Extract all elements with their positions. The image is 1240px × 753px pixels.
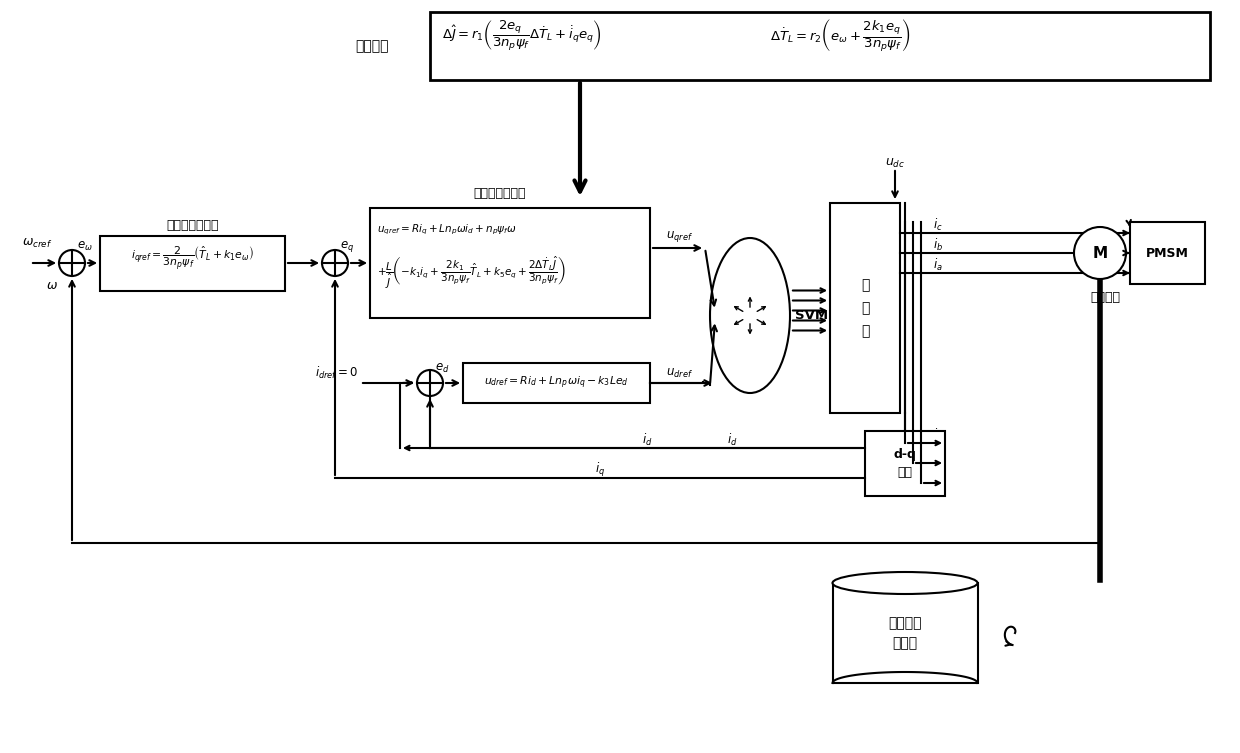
Text: 自适应律: 自适应律 [355,39,389,53]
Text: M: M [1092,245,1107,261]
Text: PMSM: PMSM [1146,246,1189,260]
Text: $i_c$: $i_c$ [932,217,942,233]
Bar [100,236,285,291]
Text: +: + [420,373,432,386]
Text: $e_d$: $e_d$ [435,361,450,374]
Text: SVM: SVM [795,309,828,322]
Bar [1130,222,1205,284]
Text: 机械弹性
储能箱: 机械弹性 储能箱 [888,616,921,650]
Text: +: + [326,252,336,266]
Text: $i_c$: $i_c$ [932,427,942,443]
Text: $i_a$: $i_a$ [932,467,942,483]
Text: 逆
变
器: 逆 变 器 [861,278,869,338]
Text: $\omega$: $\omega$ [46,279,58,291]
Text: $\Delta\dot{T}_L=r_2\left(e_\omega+\dfrac{2k_1e_q}{3n_p\psi_f}\right)$: $\Delta\dot{T}_L=r_2\left(e_\omega+\dfra… [770,17,910,54]
Bar [430,12,1210,80]
Text: $e_q$: $e_q$ [340,239,355,254]
Text: 转速检测: 转速检测 [1090,291,1120,303]
Text: $e_\omega$: $e_\omega$ [77,239,93,252]
Text: +: + [63,252,73,266]
Bar [463,363,650,403]
Text: $u_{dref}$: $u_{dref}$ [666,367,693,380]
Text: $\Delta\hat{J}=r_1\left(\dfrac{2e_q}{3n_p\psi_f}\Delta\dot{T}_L+\dot{i}_qe_q\rig: $\Delta\hat{J}=r_1\left(\dfrac{2e_q}{3n_… [441,19,601,53]
Text: $i_b$: $i_b$ [932,447,944,463]
Text: $+\dfrac{L}{\hat{J}}\left(-k_1i_q+\dfrac{2k_1}{3n_p\psi_f}\hat{T}_L+k_5e_q+\dfra: $+\dfrac{L}{\hat{J}}\left(-k_1i_q+\dfrac… [377,255,565,291]
Circle shape [60,250,86,276]
Text: d-q
变换: d-q 变换 [894,447,916,478]
Text: $i_d$: $i_d$ [642,432,652,448]
Bar [370,208,650,318]
Text: $i_a$: $i_a$ [932,257,942,273]
Text: $i_{dref}=0$: $i_{dref}=0$ [315,365,358,381]
Text: +: + [335,268,345,278]
Bar [866,431,945,495]
Text: $i_{qref}=\dfrac{2}{3n_p\psi_f}\left(\hat{T}_L+k_1e_\omega\right)$: $i_{qref}=\dfrac{2}{3n_p\psi_f}\left(\ha… [131,244,254,272]
Circle shape [322,250,348,276]
Text: 速度反推控制器: 速度反推控制器 [166,219,218,232]
Text: $i_q$: $i_q$ [595,461,605,479]
Text: $u_{qref}=Ri_q+Ln_p\omega i_d+n_p\psi_f\omega$: $u_{qref}=Ri_q+Ln_p\omega i_d+n_p\psi_f\… [377,223,517,237]
Text: $i_b$: $i_b$ [932,237,944,253]
Text: $u_{dc}$: $u_{dc}$ [885,157,905,169]
Bar [832,583,977,683]
Ellipse shape [832,572,977,594]
Circle shape [1074,227,1126,279]
Circle shape [417,370,443,396]
Ellipse shape [711,238,790,393]
Text: 电流反推控制器: 电流反推控制器 [474,187,526,200]
Bar [830,203,900,413]
Text: $i_d$: $i_d$ [727,432,738,448]
Text: $u_{qref}$: $u_{qref}$ [666,228,693,243]
Text: $\omega_{cref}$: $\omega_{cref}$ [22,237,52,250]
Text: $u_{dref}=Ri_d+Ln_p\omega i_q-k_3Le_d$: $u_{dref}=Ri_d+Ln_p\omega i_q-k_3Le_d$ [484,375,629,392]
